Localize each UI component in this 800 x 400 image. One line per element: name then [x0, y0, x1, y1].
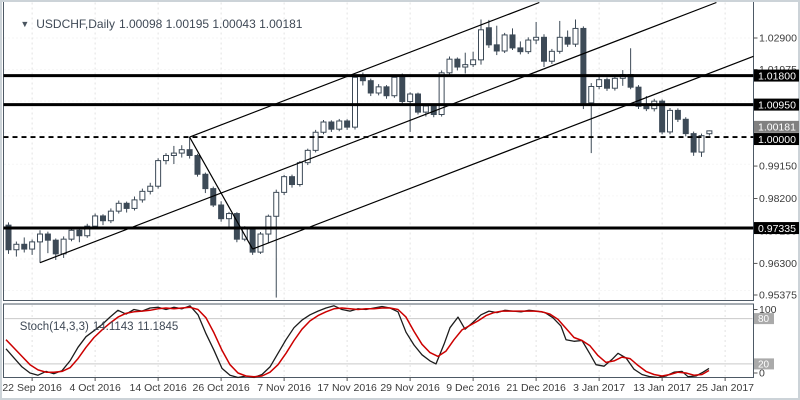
price-tick-label: 0.98200: [759, 193, 797, 205]
stochastic-lines: [5, 305, 710, 379]
price-badge: [754, 133, 799, 146]
price-tick-label: 0.99150: [759, 161, 797, 173]
price-axis[interactable]: 1.029001.019750.991500.982000.972500.963…: [753, 33, 800, 302]
stoch-badge: [754, 358, 774, 370]
price-badge-label: 1.00950: [758, 99, 796, 111]
price-tick-label: 0.95375: [759, 290, 797, 302]
stoch-badge-label: 80: [758, 314, 770, 325]
vertical-gridlines: [31, 2, 726, 377]
stoch-tick-label: 100: [759, 304, 777, 316]
date-label: 4 Oct 2016: [69, 382, 121, 394]
price-badge-label: 0.97335: [758, 223, 796, 235]
date-label: 25 Jan 2017: [696, 382, 754, 394]
date-label: 3 Jan 2017: [573, 382, 625, 394]
price-badge: [754, 98, 799, 111]
price-badge-label: 1.00181: [758, 122, 796, 134]
stoch-badge: [754, 313, 774, 325]
price-badge: [754, 120, 799, 133]
price-tick-label: 1.02900: [759, 33, 797, 45]
date-label: 7 Nov 2016: [257, 382, 311, 394]
date-label: 29 Nov 2016: [380, 382, 440, 394]
stoch-tick-label: 0: [759, 368, 765, 380]
price-badge-label: 1.00000: [758, 134, 796, 146]
date-label: 14 Oct 2016: [130, 382, 187, 394]
time-axis[interactable]: 22 Sep 2016 4 Oct 2016 14 Oct 2016 26 Oct 2…: [2, 377, 754, 395]
stoch-level-lines: [4, 318, 753, 365]
date-label: 13 Jan 2017: [633, 382, 691, 394]
candles: [5, 19, 713, 298]
date-label: 9 Dec 2016: [446, 382, 500, 394]
date-label: 21 Dec 2016: [506, 382, 566, 394]
date-label: 22 Sep 2016: [2, 382, 62, 394]
pitchfork-trendlines[interactable]: [39, 1, 754, 264]
date-label: 17 Nov 2016: [317, 382, 377, 394]
price-badge-label: 1.01800: [758, 70, 796, 82]
price-badge: [754, 222, 799, 235]
date-label: 26 Oct 2016: [193, 382, 250, 394]
price-tick-label: 0.96300: [759, 258, 797, 270]
price-badge: [754, 69, 799, 82]
stoch-badge-label: 20: [758, 359, 770, 370]
